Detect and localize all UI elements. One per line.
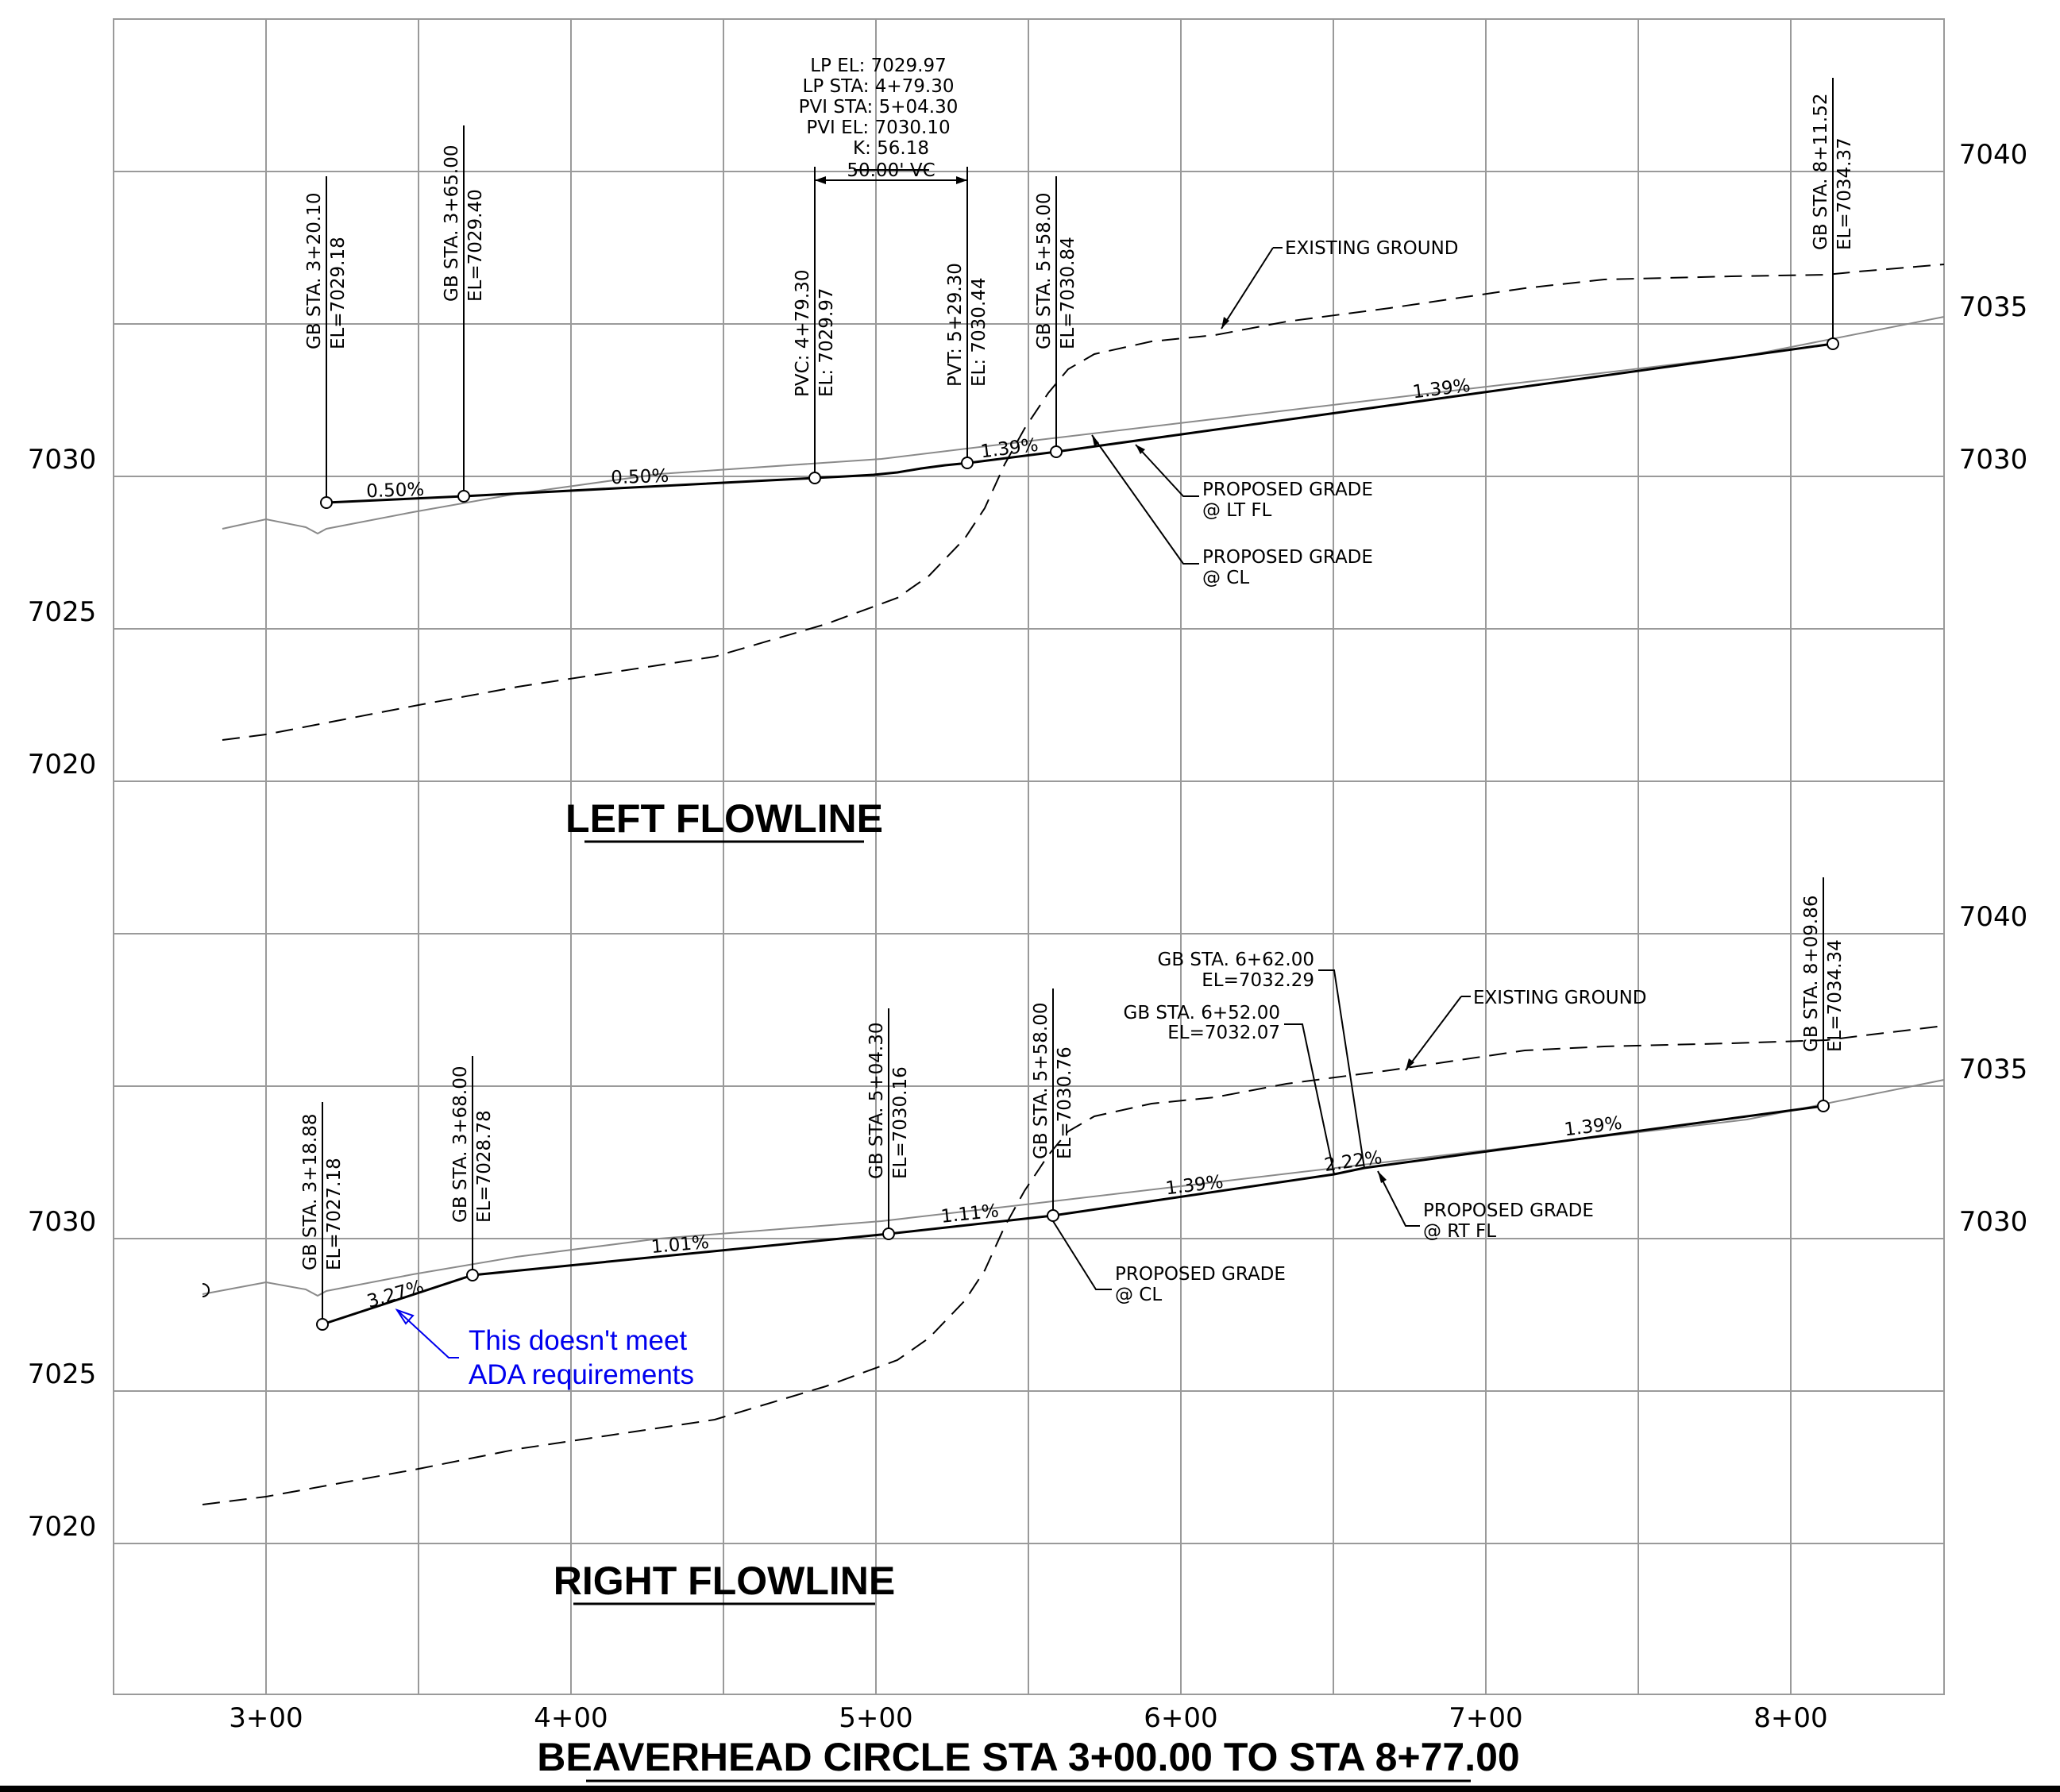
proposed-grade-cl-label: PROPOSED GRADE — [1202, 547, 1373, 568]
svg-text:GB STA. 5+58.00: GB STA. 5+58.00 — [1031, 1003, 1051, 1159]
left-flowline-profile: 7030 7025 7020 7040 7035 7030 — [28, 56, 2028, 843]
svg-text:K: 56.18: K: 56.18 — [853, 138, 929, 159]
proposed-grade-rt-fl-label: PROPOSED GRADE — [1423, 1200, 1594, 1221]
gb-callout-662: GB STA. 6+62.00 — [1158, 950, 1314, 970]
svg-text:EL=7028.78: EL=7028.78 — [474, 1110, 495, 1223]
svg-text:GB STA. 5+04.30: GB STA. 5+04.30 — [866, 1023, 887, 1179]
gb-callout-652: EL=7032.07 — [1167, 1023, 1280, 1043]
pvc-callout: PVC: 4+79.30 EL: 7029.97 — [793, 270, 837, 397]
gb-callout: GB STA. 3+68.00 EL=7028.78 — [450, 1066, 495, 1223]
elevation-label: 7025 — [28, 1358, 97, 1390]
elevation-label: 7030 — [28, 444, 97, 476]
svg-text:GB STA. 8+11.52: GB STA. 8+11.52 — [1811, 94, 1831, 250]
svg-text:EL: 7030.44: EL: 7030.44 — [969, 277, 989, 387]
elevation-label: 7020 — [28, 1511, 97, 1543]
svg-text:PVI EL: 7030.10: PVI EL: 7030.10 — [806, 118, 950, 138]
svg-text:LP EL: 7029.97: LP EL: 7029.97 — [810, 56, 947, 76]
grid — [113, 18, 1945, 1695]
grade-label: 1.01% — [650, 1232, 710, 1258]
existing-ground-label: EXISTING GROUND — [1285, 238, 1459, 259]
gb-callout: GB STA. 3+65.00 EL=7029.40 — [442, 145, 486, 302]
sheet-title: BEAVERHEAD CIRCLE STA 3+00.00 TO STA 8+7… — [537, 1735, 1519, 1779]
elevation-label: 7040 — [1959, 139, 2028, 171]
right-flowline-title: RIGHT FLOWLINE — [554, 1559, 896, 1603]
gb-callout: GB STA. 5+58.00 EL=7030.84 — [1034, 193, 1078, 349]
svg-text:EL=7030.84: EL=7030.84 — [1058, 237, 1078, 349]
proposed-grade-cl-line — [222, 316, 1945, 535]
svg-text:EL=7030.16: EL=7030.16 — [890, 1066, 911, 1179]
existing-ground-line — [202, 1025, 1945, 1505]
gb-callout: GB STA. 5+04.30 EL=7030.16 — [866, 1023, 911, 1179]
grade-label: 0.50% — [366, 480, 425, 503]
elevation-label: 7040 — [1959, 901, 2028, 933]
proposed-grade-lt-fl-line — [326, 342, 1834, 504]
elevation-label: 7030 — [1959, 444, 2028, 476]
grade-label: 0.50% — [611, 466, 669, 489]
svg-text:GB STA. 8+09.86: GB STA. 8+09.86 — [1801, 896, 1822, 1052]
elevation-label: 7025 — [28, 596, 97, 628]
proposed-grade-cl-label: @ CL — [1202, 568, 1249, 588]
svg-text:EL=7034.37: EL=7034.37 — [1834, 137, 1855, 250]
station-label: 5+00 — [839, 1702, 912, 1734]
existing-ground-label: EXISTING GROUND — [1473, 988, 1647, 1008]
station-labels: 3+00 4+00 5+00 6+00 7+00 8+00 — [229, 1702, 1827, 1734]
gb-callout: GB STA. 8+09.86 EL=7034.34 — [1801, 896, 1846, 1052]
gb-callout: GB STA. 8+11.52 EL=7034.37 — [1811, 94, 1855, 250]
svg-text:PVC: 4+79.30: PVC: 4+79.30 — [793, 270, 813, 397]
pvt-callout: PVT: 5+29.30 EL: 7030.44 — [945, 263, 989, 387]
proposed-grade-lt-fl-label: @ LT FL — [1202, 500, 1272, 521]
elevation-label: 7020 — [28, 749, 97, 780]
svg-text:50.00' VC: 50.00' VC — [847, 160, 935, 181]
grade-label: 1.39% — [979, 435, 1040, 463]
svg-text:PVT: 5+29.30: PVT: 5+29.30 — [945, 263, 966, 387]
svg-text:GB STA. 3+65.00: GB STA. 3+65.00 — [442, 145, 462, 302]
station-label: 7+00 — [1449, 1702, 1522, 1734]
grade-label: 1.39% — [1563, 1113, 1623, 1141]
svg-text:EL=7029.40: EL=7029.40 — [465, 189, 486, 302]
station-label: 6+00 — [1144, 1702, 1217, 1734]
proposed-grade-lt-fl-label: PROPOSED GRADE — [1202, 480, 1373, 500]
gb-callout: GB STA. 3+20.10 EL=7029.18 — [304, 193, 349, 349]
svg-text:GB STA. 3+20.10: GB STA. 3+20.10 — [304, 193, 325, 349]
left-flowline-title: LEFT FLOWLINE — [565, 796, 883, 841]
svg-text:EL: 7029.97: EL: 7029.97 — [816, 287, 837, 397]
svg-text:LP STA: 4+79.30: LP STA: 4+79.30 — [803, 76, 955, 97]
svg-text:GB STA. 3+68.00: GB STA. 3+68.00 — [450, 1066, 471, 1223]
existing-ground-line — [222, 264, 1945, 741]
svg-text:GB STA. 5+58.00: GB STA. 5+58.00 — [1034, 193, 1055, 349]
station-label: 3+00 — [229, 1702, 303, 1734]
ada-note: ADA requirements — [469, 1359, 694, 1390]
elevation-label: 7035 — [1959, 291, 2028, 323]
proposed-grade-cl-line — [202, 1079, 1945, 1297]
elevation-label: 7035 — [1959, 1054, 2028, 1085]
gb-callout-652: GB STA. 6+52.00 — [1124, 1003, 1280, 1023]
gb-callout: GB STA. 5+58.00 EL=7030.76 — [1031, 1003, 1075, 1159]
grade-label: 1.39% — [1164, 1172, 1225, 1200]
proposed-grade-cl-label: @ CL — [1115, 1285, 1162, 1305]
svg-text:GB STA. 3+18.88: GB STA. 3+18.88 — [300, 1114, 321, 1270]
ada-note: This doesn't meet — [469, 1325, 687, 1356]
svg-text:EL=7030.76: EL=7030.76 — [1055, 1046, 1075, 1159]
elevation-label: 7030 — [28, 1206, 97, 1238]
gb-callout-662: EL=7032.29 — [1202, 970, 1314, 991]
svg-text:EL=7034.34: EL=7034.34 — [1825, 939, 1846, 1052]
proposed-grade-cl-label: PROPOSED GRADE — [1115, 1264, 1286, 1285]
grade-label: 1.39% — [1411, 376, 1472, 403]
proposed-grade-rt-fl-label: @ RT FL — [1423, 1221, 1496, 1242]
svg-text:EL=7029.18: EL=7029.18 — [328, 237, 349, 349]
grade-label: 2.22% — [1323, 1147, 1383, 1176]
station-label: 8+00 — [1753, 1702, 1827, 1734]
gb-callout: GB STA. 3+18.88 EL=7027.18 — [300, 1114, 345, 1270]
right-flowline-profile: 7030 7025 7020 7040 7035 7030 GB — [28, 877, 2028, 1605]
station-label: 4+00 — [534, 1702, 608, 1734]
elevation-label: 7030 — [1959, 1206, 2028, 1238]
svg-text:EL=7027.18: EL=7027.18 — [324, 1158, 345, 1270]
vertical-curve-data: LP EL: 7029.97 LP STA: 4+79.30 PVI STA: … — [799, 56, 959, 181]
svg-text:PVI STA: 5+04.30: PVI STA: 5+04.30 — [799, 97, 959, 118]
